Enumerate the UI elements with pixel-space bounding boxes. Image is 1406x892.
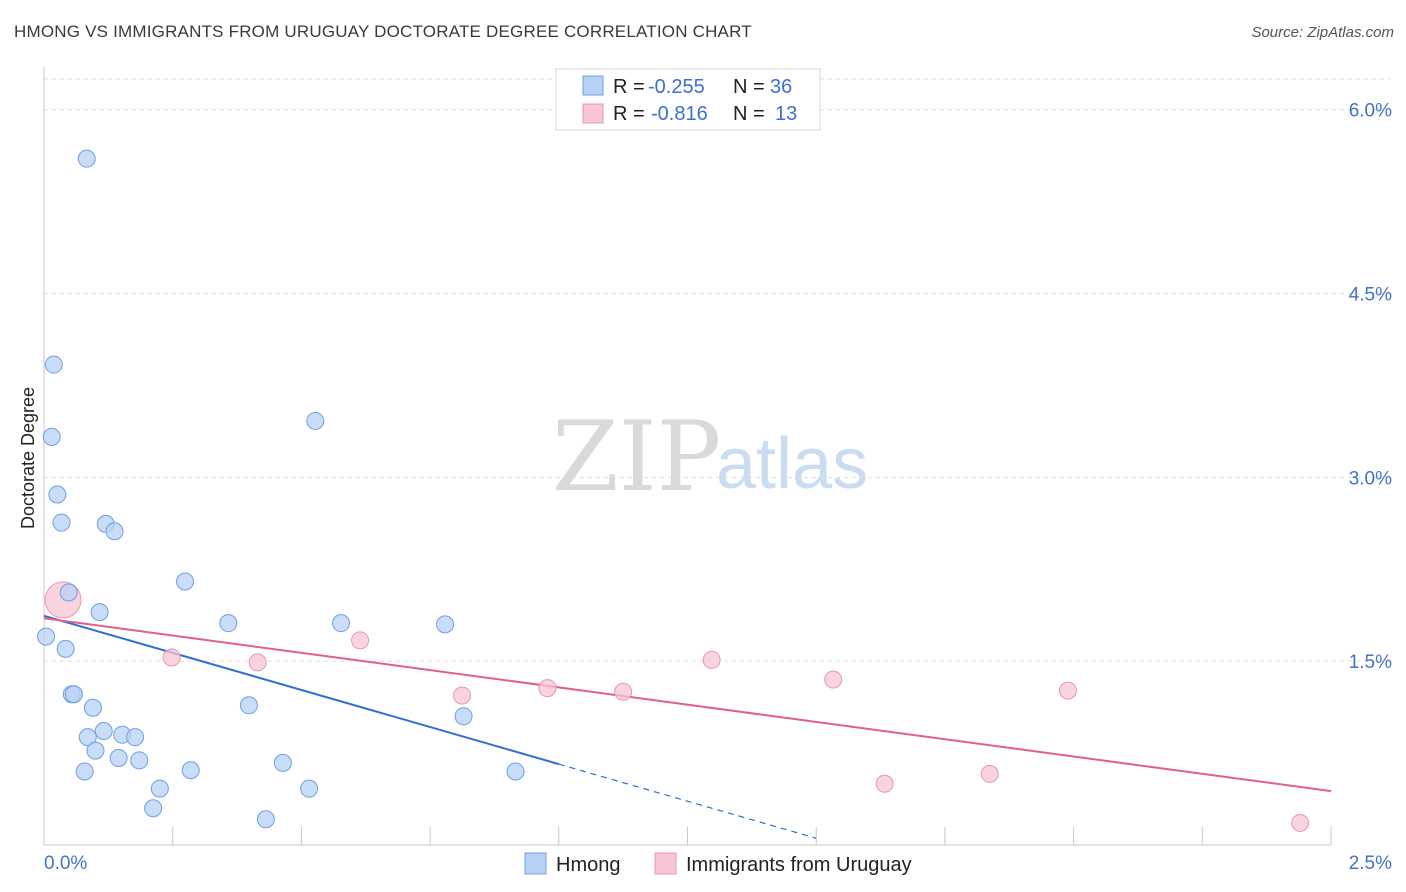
hmong-point bbox=[86, 741, 105, 760]
hmong-point bbox=[273, 753, 292, 772]
hmong-point bbox=[105, 522, 124, 541]
uruguay-point bbox=[538, 679, 557, 698]
hmong-point bbox=[42, 427, 61, 446]
hmong-point bbox=[454, 707, 473, 726]
hmong-point bbox=[48, 485, 67, 504]
axes: 1.5% 3.0% 4.5% 6.0% 0.0% 2.5% bbox=[43, 67, 1392, 874]
source-label: Source: ZipAtlas.com bbox=[1251, 24, 1394, 41]
uruguay-point bbox=[875, 774, 894, 793]
hmong-point bbox=[75, 762, 94, 781]
uruguay-point bbox=[824, 670, 843, 689]
hmong-point bbox=[56, 639, 75, 658]
hmong-point bbox=[300, 779, 319, 798]
legend-r-value-hmong: -0.255 bbox=[648, 76, 705, 98]
legend-n-value-hmong: 36 bbox=[770, 76, 792, 98]
uruguay-point bbox=[162, 648, 181, 667]
hmong-point bbox=[52, 513, 71, 532]
hmong-point bbox=[239, 696, 258, 715]
hmong-trend-line bbox=[43, 614, 560, 766]
hmong-point bbox=[78, 728, 97, 747]
bottom-legend-label-hmong: Hmong bbox=[556, 854, 620, 876]
uruguay-point bbox=[351, 631, 370, 650]
hmong-point bbox=[144, 799, 163, 818]
y-tick-label: 4.5% bbox=[1349, 284, 1392, 305]
hmong-point bbox=[90, 603, 109, 622]
bottom-legend-label-uruguay: Immigrants from Uruguay bbox=[686, 854, 912, 876]
watermark-zip: ZIP bbox=[552, 401, 721, 513]
bottom-legend-swatch-uruguay bbox=[654, 852, 677, 875]
hmong-point bbox=[256, 810, 275, 829]
hmong-point bbox=[83, 698, 102, 717]
legend-r-label-hmong: R = bbox=[613, 76, 645, 98]
uruguay-point bbox=[453, 686, 472, 705]
y-tick-label: 1.5% bbox=[1349, 652, 1392, 673]
hmong-point bbox=[436, 615, 455, 634]
hmong-point bbox=[59, 583, 78, 602]
x-tick-label: 2.5% bbox=[1349, 853, 1392, 874]
legend-n-label-hmong: N = bbox=[733, 76, 765, 98]
hmong-point bbox=[181, 761, 200, 780]
hmong-point bbox=[506, 762, 525, 781]
watermark: ZIP atlas bbox=[552, 401, 868, 513]
hmong-point bbox=[306, 411, 325, 430]
hmong-point bbox=[150, 779, 169, 798]
x-tick-label: 0.0% bbox=[44, 853, 87, 874]
data-points bbox=[37, 149, 1310, 832]
y-axis-label: Doctorate Degree bbox=[18, 387, 38, 529]
watermark-atlas: atlas bbox=[716, 424, 868, 504]
hmong-point bbox=[176, 572, 195, 591]
uruguay-point bbox=[1058, 681, 1077, 700]
y-tick-label: 6.0% bbox=[1349, 101, 1392, 122]
y-tick-label: 3.0% bbox=[1349, 468, 1392, 489]
uruguay-point bbox=[980, 764, 999, 783]
uruguay-trend-line bbox=[43, 617, 1332, 793]
hmong-trend-extension bbox=[558, 763, 817, 839]
legend-r-label-uruguay: R = bbox=[613, 103, 645, 125]
legend-swatch-hmong bbox=[582, 75, 604, 96]
hmong-point bbox=[37, 627, 56, 646]
chart-title: HMONG VS IMMIGRANTS FROM URUGUAY DOCTORA… bbox=[14, 22, 752, 41]
hmong-point bbox=[219, 614, 238, 633]
uruguay-point bbox=[248, 653, 267, 672]
hmong-point bbox=[126, 728, 145, 747]
series-legend: Hmong Immigrants from Uruguay bbox=[524, 852, 912, 876]
trend-lines bbox=[43, 614, 1332, 839]
hmong-point bbox=[94, 722, 113, 741]
legend-r-value-uruguay: -0.816 bbox=[651, 103, 708, 125]
hmong-point bbox=[44, 355, 63, 374]
hmong-point bbox=[109, 748, 128, 767]
legend-n-value-uruguay: 13 bbox=[775, 103, 797, 125]
hmong-point bbox=[332, 614, 351, 633]
hmong-point bbox=[77, 149, 96, 168]
gridlines bbox=[44, 78, 1391, 662]
bottom-legend-swatch-hmong bbox=[524, 852, 547, 875]
hmong-point bbox=[130, 751, 149, 770]
hmong-point bbox=[64, 685, 83, 704]
legend-n-label-uruguay: N = bbox=[733, 103, 765, 125]
legend-swatch-uruguay bbox=[582, 103, 604, 124]
uruguay-point bbox=[1291, 813, 1310, 832]
correlation-legend: R = -0.255 N = 36 R = -0.816 N = 13 bbox=[555, 68, 821, 131]
uruguay-point bbox=[614, 682, 633, 701]
uruguay-point bbox=[702, 650, 721, 669]
